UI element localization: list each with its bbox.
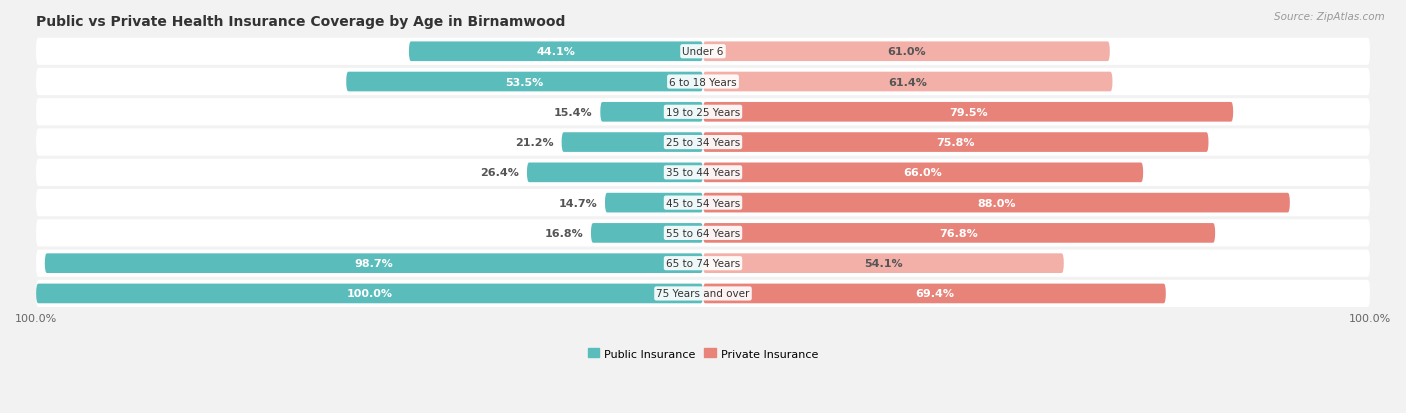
FancyBboxPatch shape (37, 129, 1369, 156)
FancyBboxPatch shape (37, 38, 1369, 66)
Text: 75 Years and over: 75 Years and over (657, 289, 749, 299)
FancyBboxPatch shape (703, 223, 1215, 243)
FancyBboxPatch shape (703, 284, 1166, 304)
Text: 14.7%: 14.7% (558, 198, 598, 208)
FancyBboxPatch shape (703, 163, 1143, 183)
FancyBboxPatch shape (37, 69, 1369, 96)
Text: 25 to 34 Years: 25 to 34 Years (666, 138, 740, 148)
Text: 16.8%: 16.8% (544, 228, 583, 238)
Text: 76.8%: 76.8% (939, 228, 979, 238)
Text: Public vs Private Health Insurance Coverage by Age in Birnamwood: Public vs Private Health Insurance Cover… (37, 15, 565, 29)
Text: 21.2%: 21.2% (515, 138, 554, 148)
Text: 55 to 64 Years: 55 to 64 Years (666, 228, 740, 238)
FancyBboxPatch shape (37, 99, 1369, 126)
FancyBboxPatch shape (703, 42, 1109, 62)
FancyBboxPatch shape (703, 193, 1289, 213)
Text: 61.4%: 61.4% (889, 77, 927, 87)
Text: 61.0%: 61.0% (887, 47, 925, 57)
FancyBboxPatch shape (37, 280, 1369, 307)
Text: 54.1%: 54.1% (865, 259, 903, 268)
FancyBboxPatch shape (703, 254, 1064, 273)
Text: 100.0%: 100.0% (346, 289, 392, 299)
Text: 65 to 74 Years: 65 to 74 Years (666, 259, 740, 268)
FancyBboxPatch shape (600, 103, 703, 122)
FancyBboxPatch shape (561, 133, 703, 152)
Text: 98.7%: 98.7% (354, 259, 394, 268)
Text: 75.8%: 75.8% (936, 138, 974, 148)
FancyBboxPatch shape (591, 223, 703, 243)
FancyBboxPatch shape (37, 159, 1369, 187)
Text: 44.1%: 44.1% (537, 47, 575, 57)
Text: 66.0%: 66.0% (904, 168, 942, 178)
FancyBboxPatch shape (703, 73, 1112, 92)
Text: Source: ZipAtlas.com: Source: ZipAtlas.com (1274, 12, 1385, 22)
FancyBboxPatch shape (45, 254, 703, 273)
FancyBboxPatch shape (703, 133, 1209, 152)
FancyBboxPatch shape (703, 103, 1233, 122)
Text: 69.4%: 69.4% (915, 289, 953, 299)
Text: 6 to 18 Years: 6 to 18 Years (669, 77, 737, 87)
FancyBboxPatch shape (605, 193, 703, 213)
FancyBboxPatch shape (527, 163, 703, 183)
FancyBboxPatch shape (37, 284, 703, 304)
FancyBboxPatch shape (409, 42, 703, 62)
Legend: Public Insurance, Private Insurance: Public Insurance, Private Insurance (583, 344, 823, 363)
Text: 88.0%: 88.0% (977, 198, 1015, 208)
FancyBboxPatch shape (37, 250, 1369, 277)
Text: Under 6: Under 6 (682, 47, 724, 57)
FancyBboxPatch shape (37, 220, 1369, 247)
Text: 15.4%: 15.4% (554, 107, 592, 118)
FancyBboxPatch shape (346, 73, 703, 92)
Text: 35 to 44 Years: 35 to 44 Years (666, 168, 740, 178)
FancyBboxPatch shape (37, 190, 1369, 217)
Text: 26.4%: 26.4% (479, 168, 519, 178)
Text: 79.5%: 79.5% (949, 107, 987, 118)
Text: 53.5%: 53.5% (506, 77, 544, 87)
Text: 45 to 54 Years: 45 to 54 Years (666, 198, 740, 208)
Text: 19 to 25 Years: 19 to 25 Years (666, 107, 740, 118)
